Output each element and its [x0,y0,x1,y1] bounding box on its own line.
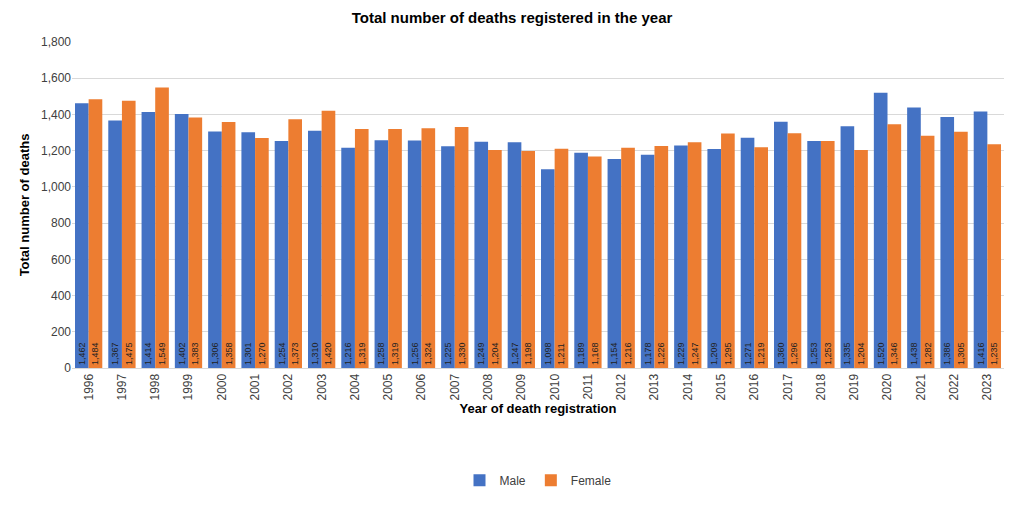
svg-text:1,282: 1,282 [923,342,933,365]
svg-text:Male: Male [500,474,526,488]
svg-text:1,367: 1,367 [110,342,120,365]
svg-text:1,256: 1,256 [410,342,420,365]
svg-text:1,549: 1,549 [157,342,167,365]
svg-text:1996: 1996 [82,373,96,400]
svg-text:1,484: 1,484 [90,342,100,365]
svg-text:2001: 2001 [248,373,262,400]
svg-text:2000: 2000 [215,373,229,400]
svg-text:2023: 2023 [980,373,994,400]
svg-text:1,520: 1,520 [876,342,886,365]
svg-text:1,319: 1,319 [390,342,400,365]
svg-text:0: 0 [64,361,71,375]
svg-text:1,235: 1,235 [989,342,999,365]
svg-text:1,346: 1,346 [889,342,899,365]
svg-text:2012: 2012 [614,373,628,400]
svg-text:1,462: 1,462 [77,342,87,365]
svg-text:2017: 2017 [781,373,795,400]
svg-text:1,211: 1,211 [556,343,566,365]
svg-text:1,209: 1,209 [709,342,719,365]
svg-text:400: 400 [51,289,71,303]
svg-text:1,253: 1,253 [809,342,819,365]
svg-text:2015: 2015 [714,373,728,400]
svg-text:1,254: 1,254 [277,342,287,365]
svg-text:2014: 2014 [681,373,695,400]
svg-text:1,216: 1,216 [343,342,353,365]
svg-text:2007: 2007 [448,373,462,400]
svg-text:1,800: 1,800 [41,35,71,49]
svg-text:1,324: 1,324 [423,342,433,365]
svg-text:Female: Female [571,474,611,488]
svg-text:1,219: 1,219 [756,342,766,365]
svg-text:2009: 2009 [514,373,528,400]
svg-text:1,416: 1,416 [976,342,986,365]
svg-text:2011: 2011 [581,373,595,399]
svg-text:600: 600 [51,253,71,267]
svg-text:2022: 2022 [947,373,961,400]
svg-text:2016: 2016 [747,373,761,400]
svg-text:1,200: 1,200 [41,144,71,158]
svg-text:1,000: 1,000 [41,180,71,194]
svg-text:1,400: 1,400 [41,108,71,122]
svg-text:1,204: 1,204 [490,342,500,365]
svg-text:1,204: 1,204 [856,342,866,365]
svg-text:1,475: 1,475 [124,342,134,365]
svg-text:2005: 2005 [381,373,395,400]
svg-text:1,270: 1,270 [257,342,267,365]
svg-text:1,178: 1,178 [643,342,653,365]
svg-text:1,271: 1,271 [743,342,753,365]
svg-text:1,225: 1,225 [443,342,453,365]
svg-text:1,383: 1,383 [190,342,200,365]
svg-text:1,198: 1,198 [523,342,533,365]
svg-text:1,420: 1,420 [323,342,333,365]
svg-text:2004: 2004 [348,373,362,400]
svg-text:Year of death registration: Year of death registration [460,401,617,416]
svg-text:1,438: 1,438 [909,342,919,365]
svg-text:Total number of deaths registe: Total number of deaths registered in the… [352,9,673,26]
svg-text:2006: 2006 [414,373,428,400]
svg-text:2010: 2010 [548,373,562,400]
svg-text:1,154: 1,154 [609,342,619,365]
svg-text:1998: 1998 [148,373,162,400]
svg-text:1,305: 1,305 [956,342,966,365]
svg-text:1,414: 1,414 [143,342,153,365]
svg-text:200: 200 [51,325,71,339]
svg-text:1,330: 1,330 [457,342,467,365]
svg-text:800: 800 [51,216,71,230]
svg-text:1,229: 1,229 [676,342,686,365]
svg-text:1,310: 1,310 [310,342,320,365]
svg-text:1997: 1997 [115,373,129,400]
svg-text:1,402: 1,402 [177,342,187,365]
svg-text:2013: 2013 [647,373,661,400]
svg-text:2021: 2021 [914,373,928,400]
svg-text:1,386: 1,386 [942,342,952,365]
svg-text:2003: 2003 [315,373,329,400]
svg-text:1,373: 1,373 [290,342,300,365]
svg-text:2018: 2018 [814,373,828,400]
svg-text:1,216: 1,216 [623,342,633,365]
svg-text:1,098: 1,098 [543,342,553,365]
svg-text:1,306: 1,306 [210,342,220,365]
svg-text:1,600: 1,600 [41,71,71,85]
svg-text:1,249: 1,249 [476,342,486,365]
svg-text:1,301: 1,301 [243,342,253,365]
svg-text:1,168: 1,168 [590,342,600,365]
svg-text:2008: 2008 [481,373,495,400]
svg-text:1,247: 1,247 [510,342,520,365]
svg-text:1,226: 1,226 [656,342,666,365]
svg-text:1,295: 1,295 [723,342,733,365]
svg-text:1,247: 1,247 [690,342,700,365]
svg-text:1,335: 1,335 [842,342,852,365]
svg-text:1,319: 1,319 [357,342,367,365]
svg-text:1,253: 1,253 [823,342,833,365]
svg-text:1,296: 1,296 [789,342,799,365]
svg-text:2002: 2002 [281,373,295,400]
svg-text:Total number of deaths: Total number of deaths [17,134,32,277]
svg-text:1,189: 1,189 [576,342,586,365]
svg-text:2019: 2019 [847,373,861,400]
svg-text:1,360: 1,360 [776,342,786,365]
svg-text:1,258: 1,258 [376,342,386,365]
svg-text:1,358: 1,358 [224,342,234,365]
svg-text:1999: 1999 [181,373,195,400]
svg-text:2020: 2020 [880,373,894,400]
